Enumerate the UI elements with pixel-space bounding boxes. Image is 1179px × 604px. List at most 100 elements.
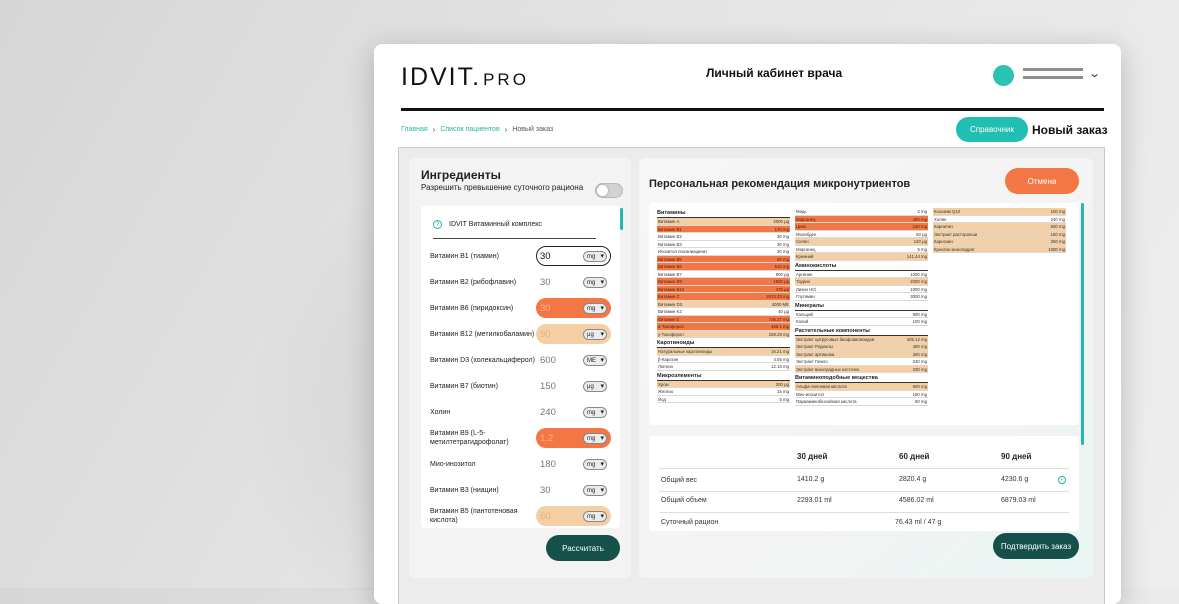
nutrient-name: Йод [658, 396, 666, 402]
header-divider [401, 108, 1104, 111]
ingredient-dose-value[interactable]: 30 [540, 484, 551, 496]
nutrient-amount: 2013.33 mg [766, 294, 789, 299]
volume-90: 6879.03 ml [1001, 497, 1036, 504]
ingredient-dose-value[interactable]: 180 [540, 458, 556, 470]
nutrient-row: Инозитол гексаниацинат 20 mg [657, 248, 790, 256]
nutrient-amount: 900 μg [775, 271, 789, 277]
nutrient-name: Лизин HCl [796, 286, 817, 292]
complex-divider [433, 238, 596, 239]
nutrient-row: Витамин B12 475 μg [657, 285, 790, 293]
recommendation-scrollbar[interactable] [1081, 203, 1084, 445]
unit-select[interactable]: ME [583, 355, 607, 366]
ingredient-row: Витамин B9 (L-5-метилтетрагидрофолат) 1.2… [421, 428, 620, 448]
nutrient-name: Витамин B9 [658, 279, 682, 284]
ingredient-name: Витамин B7 (биотин) [430, 382, 498, 390]
nutrient-amount: 15 mg [777, 389, 789, 394]
nutrient-name: Карнозин [934, 239, 953, 244]
nutrient-amount: 2000 μg [773, 219, 789, 224]
nutrient-name: Витамин B12 [658, 286, 685, 292]
unit-select[interactable]: μg [583, 329, 607, 340]
nutrient-amount: 141.44 mg [906, 254, 927, 259]
page-title: Новый заказ [1032, 123, 1108, 137]
nutrient-row: Витамин B2 30 mg [657, 233, 790, 241]
nutrient-amount: 50 mg [915, 399, 927, 404]
nutrient-amount: 180 mg [912, 391, 927, 397]
ingredient-name: Витамин D3 (холекальциферол) [430, 356, 535, 364]
nutrient-amount: 250 mg [1050, 239, 1065, 244]
ingredient-dose-value[interactable]: 60 [540, 510, 551, 522]
nutrient-amount: 50 μg [916, 231, 927, 237]
volume-label: Общий объем [661, 497, 707, 504]
nutrient-name: Экстракт расторопши [934, 231, 978, 237]
nutrient-name: Лютеин [658, 364, 674, 369]
nutrient-row: Натуральные каротиноиды 16.21 mg [657, 348, 790, 356]
calculate-button[interactable]: Рассчитать [546, 535, 620, 561]
unit-select[interactable]: mg [583, 303, 607, 314]
unit-select[interactable]: mg [583, 485, 607, 496]
ingredient-dose-value[interactable]: 240 [540, 406, 556, 418]
nutrient-name: Аргинин [796, 271, 813, 277]
question-icon[interactable]: ? [433, 220, 442, 229]
nutrient-amount: 405.12 mg [906, 336, 927, 342]
breadcrumb-patients[interactable]: Список пациентов [440, 126, 500, 133]
avatar[interactable] [993, 65, 1014, 86]
ingredient-dose-value[interactable]: 90 [540, 328, 551, 340]
ingredient-dose-value[interactable]: 600 [540, 354, 556, 366]
unit-select[interactable]: mg [583, 459, 607, 470]
ingredient-row: Витамин B7 (биотин) 150 μg [421, 376, 620, 396]
nutrient-name: Витамин C [658, 294, 680, 299]
unit-select[interactable]: μg [583, 381, 607, 392]
unit-select[interactable]: mg [583, 511, 607, 522]
weight-label: Общий вес [661, 477, 698, 484]
nutrient-row: Экстракт Родиолы 400 mg [795, 343, 928, 351]
chevron-down-icon[interactable]: ⌄ [1088, 68, 1102, 80]
nutrient-column-1: Витамины Витамин А 2000 μg Витамин B1 170 mg… [657, 208, 790, 403]
ingredient-dose-value[interactable]: 150 [540, 380, 556, 392]
nutrient-row: Мио-инозитол 180 mg [795, 391, 928, 398]
ingredients-scrollbar[interactable] [620, 208, 623, 230]
breadcrumb-home[interactable]: Главная [401, 126, 428, 133]
nutrient-group-heading: Аминокислоты [795, 262, 928, 271]
nutrient-amount: 268.28 mg [768, 331, 789, 337]
nutrient-name: Марганец [796, 216, 816, 222]
unit-select[interactable]: mg [583, 251, 607, 262]
nutrient-name: Витамин B3 [658, 241, 682, 247]
nutrient-row: Железо 15 mg [657, 388, 790, 396]
nutrient-name: Экстракт цитрусовых биофлавоноидов [796, 336, 875, 342]
nutrient-name: Витамин K2 [658, 309, 682, 314]
nutrient-amount: 600 mg [912, 384, 927, 389]
nutrient-row: Таурин 2000 mg [795, 278, 928, 286]
complex-header: ? IDVIT Витаминный комплекс [433, 220, 542, 229]
nutrient-name: Молибден [796, 231, 817, 237]
ingredient-dose-value[interactable]: 1.2 [540, 432, 554, 444]
unit-select[interactable]: mg [583, 433, 607, 444]
nutrient-name: Хром [658, 381, 669, 387]
ingredient-dose-value[interactable]: 30 [540, 250, 551, 262]
summary-header-90: 90 дней [1001, 452, 1032, 461]
reference-button[interactable]: Справочник [956, 117, 1028, 142]
cancel-button[interactable]: Отмена [1005, 168, 1079, 194]
nutrient-amount: 30 mg [777, 234, 789, 239]
recommendation-panel: Персональная рекомендация микронутриенто… [639, 158, 1093, 578]
nutrient-name: Витамин B7 [658, 271, 682, 277]
nutrient-name: Креатин моногидрат [934, 246, 975, 252]
nutrient-amount: 5 mg [779, 396, 789, 402]
unit-select[interactable]: mg [583, 407, 607, 418]
chevron-right-icon: › [504, 125, 508, 134]
nutrient-row: Селен 120 μg [795, 238, 928, 246]
confirm-order-button[interactable]: Подтвердить заказ [993, 533, 1079, 559]
unit-select[interactable]: mg [583, 277, 607, 288]
nutrient-amount: 1000 mg [910, 271, 927, 277]
ingredient-name: Витамин B5 (пантотеновая кислота) [430, 508, 518, 524]
nutrient-row: Витамин B6 510 mg [657, 263, 790, 271]
info-icon[interactable]: + [1058, 476, 1066, 484]
allow-exceed-toggle[interactable] [595, 183, 623, 198]
nutrient-amount: 500 mg [1050, 224, 1065, 229]
nutrient-row: Аргинин 1000 mg [795, 271, 928, 278]
ingredient-dose-value[interactable]: 30 [540, 276, 551, 288]
nutrient-amount: 40 μg [778, 309, 789, 314]
main-area: Ингредиенты Разрешить превышение суточно… [398, 147, 1105, 604]
ingredients-panel: Ингредиенты Разрешить превышение суточно… [409, 158, 631, 578]
nutrient-row: Витамин D3 4000 ME [657, 300, 790, 308]
ingredient-dose-value[interactable]: 30 [540, 302, 551, 314]
